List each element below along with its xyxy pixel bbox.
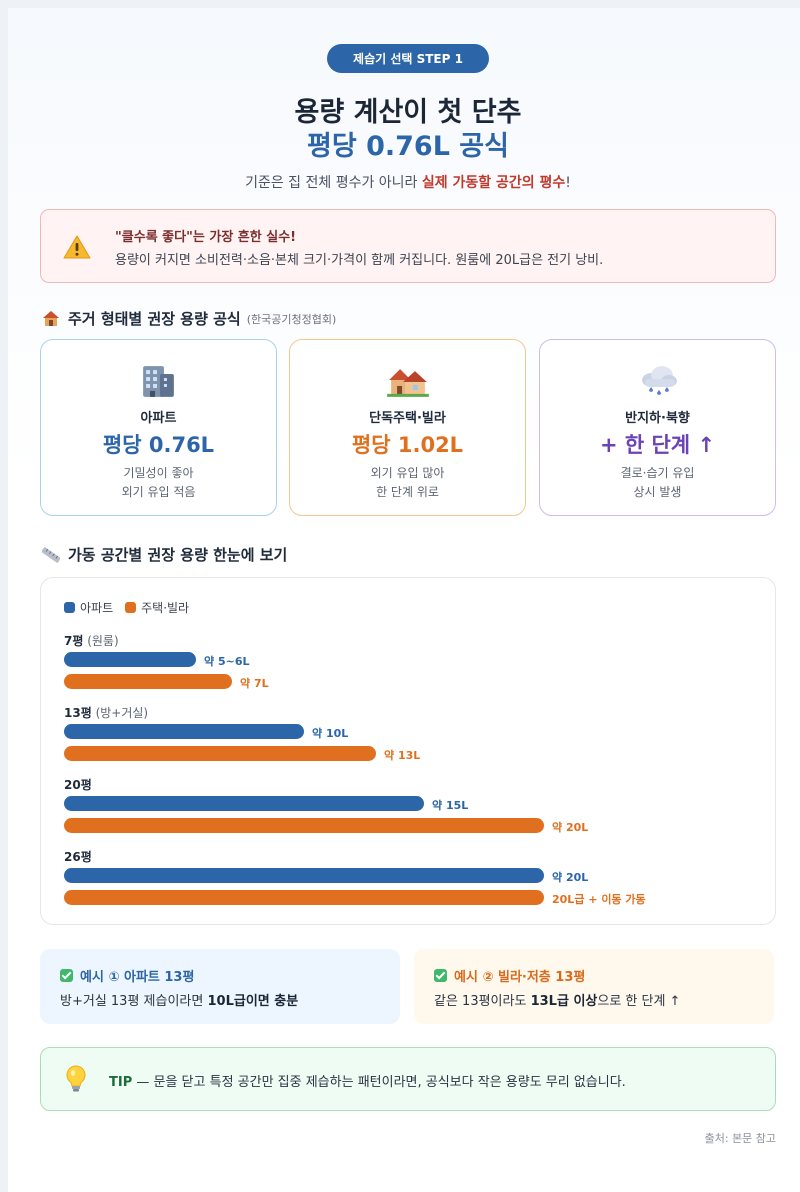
page-title: 용량 계산이 첫 단추: [294, 97, 522, 128]
group-label-main: 26평: [64, 850, 92, 864]
bar-villa: [64, 746, 376, 761]
subtitle-pre: 기준은 집 전체 평수가 아니라: [245, 175, 422, 191]
section-title-housing: 주거 형태별 권장 용량 공식 (한국공기청정협회): [42, 308, 336, 329]
example-desc-pre: 방+거실 13평 제습이라면: [60, 994, 208, 1009]
group-label: 20평: [64, 776, 92, 793]
tip-box: TIP — 문을 닫고 특정 공간만 집중 제습하는 패턴이라면, 공식보다 작…: [40, 1047, 776, 1111]
legend-swatch-villa: [125, 602, 137, 613]
warning-icon: [63, 235, 91, 259]
example-villa: 예시 ② 빌라·저층 13평 같은 13평이라도 13L급 이상으로 한 단계 …: [414, 949, 774, 1024]
section-title-chart: 가동 공간별 권장 용량 한눈에 보기: [42, 544, 287, 565]
lightbulb-icon: [66, 1065, 86, 1092]
bar-villa: [64, 818, 544, 833]
bar-label-apartment: 약 10L: [312, 727, 349, 740]
bar-label-apartment: 약 5~6L: [204, 655, 250, 668]
example-title-text: 예시 ② 빌라·저층 13평: [454, 970, 586, 985]
card-desc-2: 한 단계 위로: [376, 485, 439, 499]
card-value: 평당 1.02L: [351, 433, 464, 457]
source-note: 출처: 본문 참고: [704, 1132, 776, 1145]
example-desc-bold: 13L급 이상: [530, 994, 598, 1009]
group-label-main: 13평: [64, 706, 92, 720]
bar-label-villa: 약 20L: [552, 821, 589, 834]
example-desc-pre: 같은 13평이라도: [434, 994, 531, 1009]
bar-label-apartment: 약 20L: [552, 871, 589, 884]
bar-label-villa: 20L급 + 이동 가동: [552, 893, 646, 906]
example-title: 예시 ① 아파트 13평: [60, 966, 194, 985]
group-label-note: (원룸): [83, 634, 119, 648]
page-title-formula: 평당 0.76L 공식: [307, 131, 509, 162]
houses-icon: [387, 369, 429, 397]
page-subtitle: 기준은 집 전체 평수가 아니라 실제 가동할 공간의 평수!: [8, 172, 800, 192]
card-value: + 한 단계 ↑: [599, 433, 716, 457]
apartment-icon: [143, 366, 174, 397]
card-value: 평당 0.76L: [102, 433, 215, 457]
section-title-text: 가동 공간별 권장 용량 한눈에 보기: [68, 546, 288, 564]
example-title: 예시 ② 빌라·저층 13평: [434, 966, 585, 985]
warning-title: "클수록 좋다"는 가장 흔한 실수!: [115, 230, 297, 245]
example-desc-post: 으로 한 단계 ↑: [597, 994, 681, 1009]
tip-text: TIP — 문을 닫고 특정 공간만 집중 제습하는 패턴이라면, 공식보다 작…: [109, 1071, 626, 1090]
section-title-text: 주거 형태별 권장 용량 공식: [68, 310, 241, 328]
checkbox-icon: [434, 969, 447, 982]
card-name: 아파트: [140, 411, 177, 426]
example-desc-bold: 10L급이면 충분: [207, 994, 299, 1009]
legend-label-villa: 주택·빌라: [141, 601, 190, 615]
bar-villa: [64, 674, 232, 689]
checkbox-icon: [60, 969, 73, 982]
house-icon: [43, 311, 59, 326]
bar-label-villa: 약 13L: [384, 749, 421, 762]
bar-label-apartment: 약 15L: [432, 799, 469, 812]
card-desc-2: 상시 발생: [633, 485, 682, 499]
card-name: 반지하·북향: [625, 411, 690, 426]
example-apartment: 예시 ① 아파트 13평 방+거실 13평 제습이라면 10L급이면 충분: [40, 949, 400, 1024]
card-semibasement: 반지하·북향 + 한 단계 ↑ 결로·습기 유입 상시 발생: [539, 339, 776, 516]
group-label: 13평 (방+거실): [64, 704, 148, 721]
card-desc-2: 외기 유입 적음: [121, 485, 196, 499]
bar-villa: [64, 890, 544, 905]
example-desc: 같은 13평이라도 13L급 이상으로 한 단계 ↑: [434, 990, 680, 1009]
group-label-note: (방+거실): [91, 706, 149, 720]
page: 제습기 선택 STEP 1 용량 계산이 첫 단추 평당 0.76L 공식 기준…: [8, 8, 800, 1192]
subtitle-post: !: [565, 175, 571, 191]
tip-body: — 문을 닫고 특정 공간만 집중 제습하는 패턴이라면, 공식보다 작은 용량…: [132, 1075, 626, 1090]
card-apartment: 아파트 평당 0.76L 기밀성이 좋아 외기 유입 적음: [40, 339, 277, 516]
group-label-main: 20평: [64, 778, 92, 792]
bar-apartment: [64, 868, 544, 883]
card-desc-1: 결로·습기 유입: [620, 466, 695, 480]
ruler-icon: [42, 546, 60, 563]
bar-apartment: [64, 724, 304, 739]
chart-legend: 아파트 주택·빌라: [64, 599, 189, 616]
legend-label-apartment: 아파트: [80, 601, 114, 615]
legend-swatch-apartment: [64, 602, 75, 613]
capacity-chart: 아파트 주택·빌라 7평 (원룸) 약 5~6L 약 7L 13평 (방+거실) 약 1…: [40, 577, 776, 925]
card-desc-1: 기밀성이 좋아: [123, 466, 194, 480]
bar-apartment: [64, 796, 424, 811]
bar-apartment: [64, 652, 196, 667]
warning-box: "클수록 좋다"는 가장 흔한 실수! 용량이 커지면 소비전력·소음·본체 크…: [40, 209, 776, 283]
card-name: 단독주택·빌라: [369, 411, 446, 426]
tip-label: TIP: [109, 1075, 133, 1090]
section-title-note: (한국공기청정협회): [246, 312, 337, 326]
rain-cloud-icon: [642, 366, 677, 395]
warning-desc: 용량이 커지면 소비전력·소음·본체 크기·가격이 함께 커집니다. 원룸에 2…: [115, 253, 604, 268]
subtitle-highlight: 실제 가동할 공간의 평수: [421, 175, 566, 191]
bar-label-villa: 약 7L: [240, 677, 269, 690]
example-title-text: 예시 ① 아파트 13평: [80, 970, 195, 985]
group-label: 26평: [64, 848, 92, 865]
example-desc: 방+거실 13평 제습이라면 10L급이면 충분: [60, 990, 298, 1009]
step-badge: 제습기 선택 STEP 1: [327, 44, 489, 73]
card-villa: 단독주택·빌라 평당 1.02L 외기 유입 많아 한 단계 위로: [289, 339, 526, 516]
group-label-main: 7평: [64, 634, 84, 648]
card-desc-1: 외기 유입 많아: [370, 466, 445, 480]
group-label: 7평 (원룸): [64, 632, 119, 649]
